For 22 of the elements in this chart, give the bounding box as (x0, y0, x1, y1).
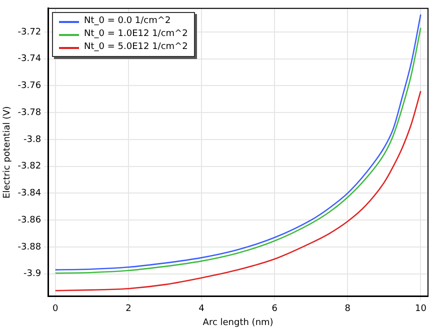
y-tick-label: -3.76 (18, 81, 42, 92)
legend-label: Nt_0 = 1.0E12 1/cm^2 (84, 28, 188, 41)
x-tick-label: 2 (126, 304, 132, 314)
line-series (54, 90, 422, 292)
legend-label: Nt_0 = 5.0E12 1/cm^2 (84, 41, 188, 54)
y-tick-label: -3.72 (18, 27, 42, 38)
legend-label: Nt_0 = 0.0 1/cm^2 (84, 15, 171, 28)
x-tick-label: 6 (272, 304, 278, 314)
x-axis-title: Arc length (nm) (202, 318, 274, 328)
x-tick-label: 8 (344, 304, 351, 314)
y-axis-title: Electric potential (V) (2, 106, 13, 199)
x-tick-label: 4 (198, 304, 205, 314)
y-tick-label: -3.9 (24, 269, 42, 280)
y-tick-label: -3.86 (18, 215, 42, 226)
y-tick-label: -3.74 (18, 54, 42, 64)
y-tick-label: -3.82 (18, 162, 42, 172)
y-tick-label: -3.84 (18, 188, 42, 199)
x-tick-label: 10 (414, 304, 427, 314)
x-tick-label: 0 (52, 304, 59, 314)
y-tick-label: -3.78 (18, 108, 42, 118)
y-tick-label: -3.88 (18, 242, 42, 252)
y-tick-label: -3.8 (24, 134, 42, 145)
